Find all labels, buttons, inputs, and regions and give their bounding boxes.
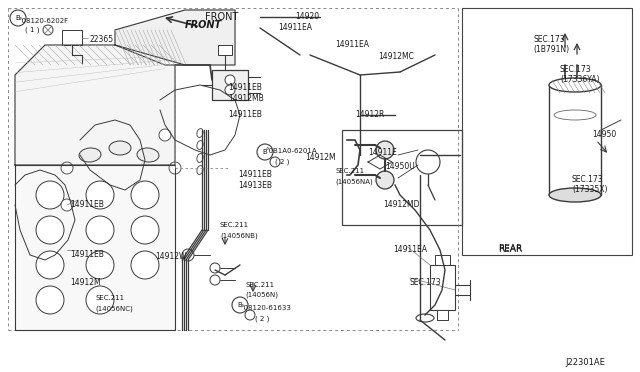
Text: SEC.211: SEC.211	[335, 168, 364, 174]
Ellipse shape	[137, 148, 159, 162]
Text: 14911EA: 14911EA	[335, 40, 369, 49]
Text: B: B	[262, 149, 268, 155]
Circle shape	[376, 141, 394, 159]
Text: SEC.211: SEC.211	[95, 295, 124, 301]
Circle shape	[86, 181, 114, 209]
Ellipse shape	[197, 141, 203, 150]
Text: °08120-61633: °08120-61633	[240, 305, 291, 311]
Text: 14912MC: 14912MC	[378, 52, 414, 61]
Bar	[218, 45, 232, 55]
Circle shape	[86, 251, 114, 279]
Circle shape	[36, 286, 64, 314]
Bar	[462, 8, 632, 255]
Bar	[62, 30, 82, 45]
Text: SEC.211: SEC.211	[220, 222, 249, 228]
Text: FRONT: FRONT	[185, 20, 222, 30]
Circle shape	[61, 162, 73, 174]
Text: (14056N): (14056N)	[245, 292, 278, 298]
Bar	[435, 255, 450, 265]
Text: REAR: REAR	[498, 244, 522, 253]
Text: SEC.211: SEC.211	[245, 282, 274, 288]
Text: (14056NC): (14056NC)	[95, 305, 132, 311]
Bar	[342, 130, 462, 225]
Text: SEC.173: SEC.173	[572, 175, 604, 184]
Text: 14912MB: 14912MB	[228, 94, 264, 103]
Bar	[437, 310, 448, 320]
Text: 14912MD: 14912MD	[383, 200, 419, 209]
Text: 14920: 14920	[295, 12, 319, 21]
Text: J22301AE: J22301AE	[565, 358, 605, 367]
Text: 22365: 22365	[90, 35, 114, 44]
Circle shape	[169, 162, 181, 174]
Ellipse shape	[549, 188, 601, 202]
Ellipse shape	[79, 148, 101, 162]
Ellipse shape	[197, 166, 203, 174]
Text: REAR: REAR	[498, 245, 522, 254]
Text: 14911EB: 14911EB	[70, 250, 104, 259]
Text: 14911E: 14911E	[368, 148, 397, 157]
Text: ( 1 ): ( 1 )	[25, 26, 40, 32]
Polygon shape	[15, 165, 175, 330]
Bar	[549, 85, 601, 195]
Text: (1B791N): (1B791N)	[533, 45, 569, 54]
Ellipse shape	[549, 78, 601, 92]
Text: 14913EB: 14913EB	[238, 181, 272, 190]
Text: 14911EB: 14911EB	[70, 200, 104, 209]
Text: 14911EA: 14911EA	[393, 245, 427, 254]
Circle shape	[131, 251, 159, 279]
Text: 14950U: 14950U	[385, 162, 415, 171]
Circle shape	[36, 251, 64, 279]
Circle shape	[416, 150, 440, 174]
Text: 14912R: 14912R	[355, 110, 385, 119]
Circle shape	[86, 286, 114, 314]
Text: °08120-6202F: °08120-6202F	[18, 18, 68, 24]
Circle shape	[159, 129, 171, 141]
Text: (17336YA): (17336YA)	[560, 75, 600, 84]
Text: (14056NA): (14056NA)	[335, 178, 372, 185]
Text: ( 2 ): ( 2 )	[275, 158, 289, 164]
Text: °0B1A0-6201A: °0B1A0-6201A	[265, 148, 317, 154]
Text: FRONT: FRONT	[205, 12, 238, 22]
Text: 14911EB: 14911EB	[228, 83, 262, 92]
Text: ( 2 ): ( 2 )	[255, 315, 269, 321]
Circle shape	[36, 216, 64, 244]
Text: 14911EB: 14911EB	[238, 170, 272, 179]
Ellipse shape	[197, 129, 203, 137]
Circle shape	[131, 181, 159, 209]
Text: 14912M: 14912M	[70, 278, 100, 287]
Circle shape	[232, 297, 248, 313]
Text: B: B	[237, 302, 243, 308]
Text: SEC.173: SEC.173	[533, 35, 564, 44]
Circle shape	[225, 75, 235, 85]
Circle shape	[36, 181, 64, 209]
Ellipse shape	[109, 141, 131, 155]
Circle shape	[225, 85, 235, 95]
Circle shape	[10, 10, 26, 26]
Circle shape	[86, 216, 114, 244]
Text: (14056NB): (14056NB)	[220, 232, 258, 238]
Bar	[212, 70, 248, 100]
Text: 14911EA: 14911EA	[278, 23, 312, 32]
Circle shape	[61, 199, 73, 211]
Text: SEC.173: SEC.173	[410, 278, 442, 287]
Bar	[430, 265, 455, 310]
Circle shape	[376, 171, 394, 189]
Text: 14912M: 14912M	[305, 153, 335, 162]
Text: 14911EB: 14911EB	[228, 110, 262, 119]
Text: SEC.173: SEC.173	[560, 65, 591, 74]
Text: (17335X): (17335X)	[572, 185, 607, 194]
Ellipse shape	[197, 154, 203, 163]
Ellipse shape	[416, 314, 434, 322]
Text: B: B	[15, 15, 20, 21]
Circle shape	[131, 216, 159, 244]
Polygon shape	[15, 45, 175, 165]
Circle shape	[257, 144, 273, 160]
Polygon shape	[115, 10, 235, 65]
Text: 14912W: 14912W	[155, 252, 186, 261]
Text: 14950: 14950	[592, 130, 616, 139]
